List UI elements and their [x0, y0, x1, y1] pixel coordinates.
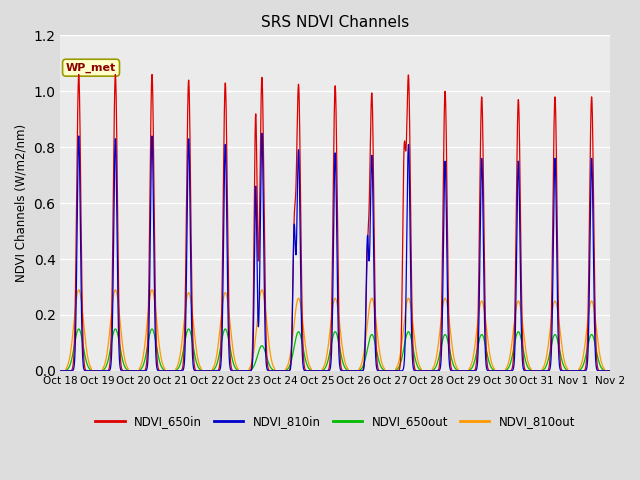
- Text: WP_met: WP_met: [66, 62, 116, 73]
- Legend: NDVI_650in, NDVI_810in, NDVI_650out, NDVI_810out: NDVI_650in, NDVI_810in, NDVI_650out, NDV…: [90, 410, 580, 433]
- Y-axis label: NDVI Channels (W/m2/nm): NDVI Channels (W/m2/nm): [15, 124, 28, 282]
- Title: SRS NDVI Channels: SRS NDVI Channels: [261, 15, 410, 30]
